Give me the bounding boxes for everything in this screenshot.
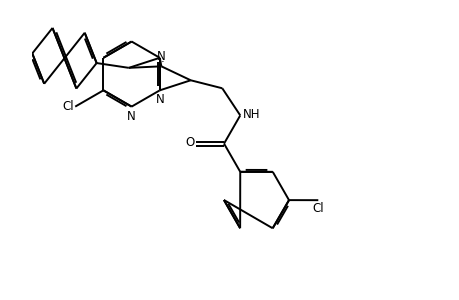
Text: Cl: Cl xyxy=(312,202,324,215)
Text: N: N xyxy=(127,110,136,123)
Text: O: O xyxy=(185,136,195,148)
Text: N: N xyxy=(157,50,165,63)
Text: Cl: Cl xyxy=(62,100,73,113)
Text: NH: NH xyxy=(242,108,259,121)
Text: N: N xyxy=(156,93,165,106)
